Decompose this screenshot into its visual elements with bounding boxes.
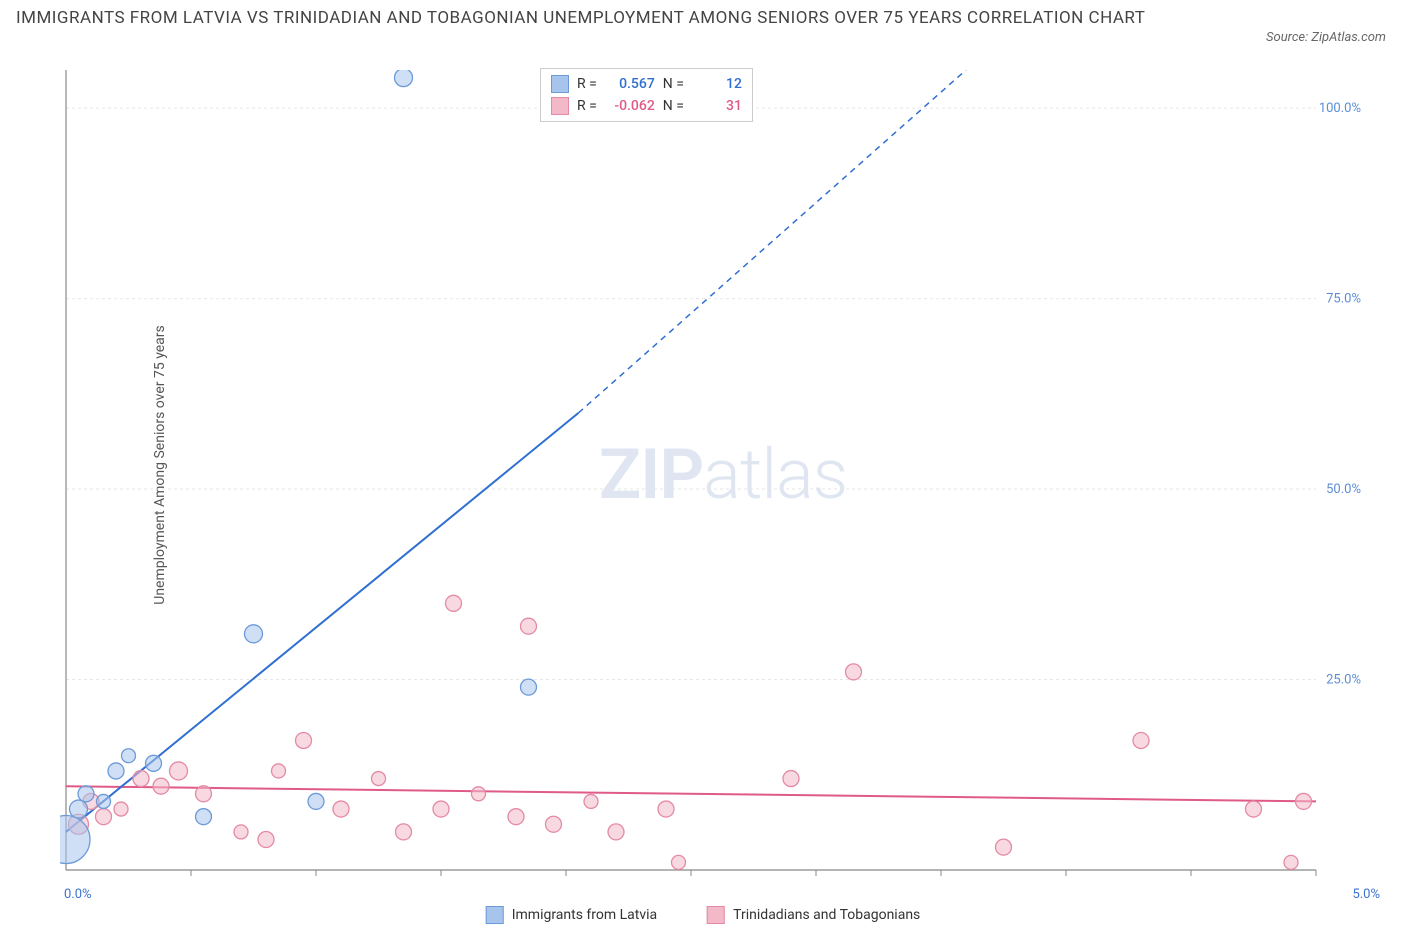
series-legend: Immigrants from Latvia Trinidadians and … <box>486 906 921 924</box>
chart-area: ZIPatlas 25.0%50.0%75.0%100.0% <box>60 70 1386 880</box>
svg-text:50.0%: 50.0% <box>1326 482 1361 497</box>
svg-text:100.0%: 100.0% <box>1319 101 1361 116</box>
n-value-a: 12 <box>692 76 742 92</box>
chart-title: IMMIGRANTS FROM LATVIA VS TRINIDADIAN AN… <box>16 8 1145 28</box>
scatter-plot: 25.0% 50.0% 75.0% 100.0% <box>60 70 1386 880</box>
swatch-b <box>551 97 569 115</box>
r-value-a: 0.567 <box>605 76 655 92</box>
r-value-b: -0.062 <box>605 98 655 114</box>
series-swatch-b <box>707 906 725 924</box>
r-label-a: R = <box>577 76 597 92</box>
series-name-b: Trinidadians and Tobagonians <box>733 907 920 923</box>
series-swatch-a <box>486 906 504 924</box>
n-label-b: N = <box>663 98 684 114</box>
n-value-b: 31 <box>692 98 742 114</box>
r-label-b: R = <box>577 98 597 114</box>
x-axis-start: 0.0% <box>64 887 92 902</box>
stats-row-b: R = -0.062 N = 31 <box>551 95 742 117</box>
stats-row-a: R = 0.567 N = 12 <box>551 73 742 95</box>
series-name-a: Immigrants from Latvia <box>512 907 657 923</box>
svg-text:25.0%: 25.0% <box>1326 673 1361 688</box>
series-item-b: Trinidadians and Tobagonians <box>707 906 920 924</box>
stats-legend: R = 0.567 N = 12 R = -0.062 N = 31 <box>540 68 753 122</box>
x-axis-end: 5.0% <box>1352 887 1380 902</box>
swatch-a <box>551 75 569 93</box>
series-item-a: Immigrants from Latvia <box>486 906 657 924</box>
svg-text:75.0%: 75.0% <box>1326 292 1361 307</box>
n-label-a: N = <box>663 76 684 92</box>
source-credit: Source: ZipAtlas.com <box>1266 30 1386 45</box>
